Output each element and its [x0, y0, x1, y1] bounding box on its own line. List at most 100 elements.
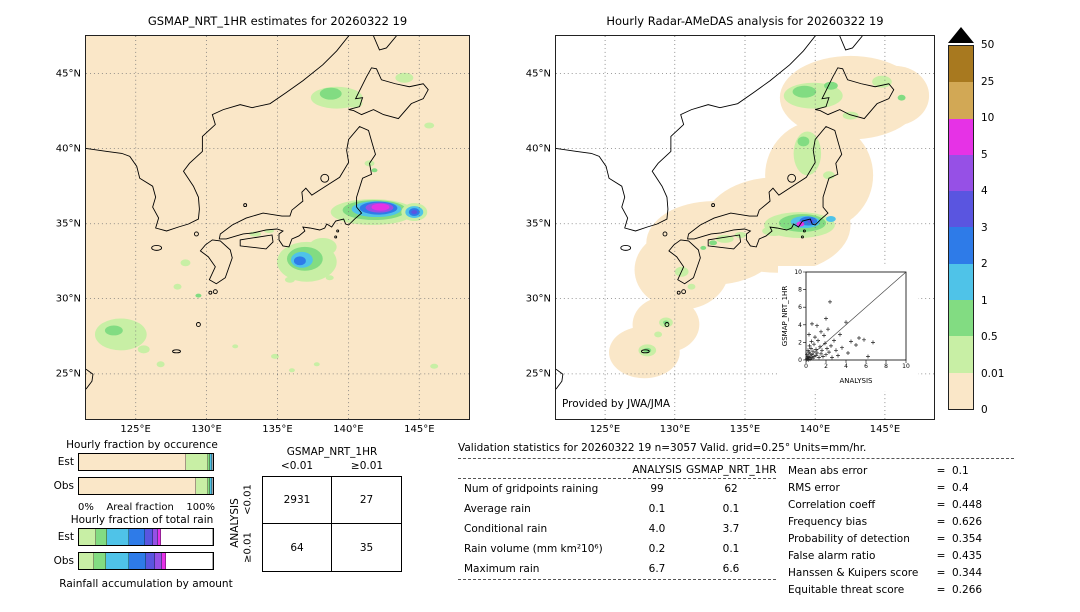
- stacked-bar: [78, 477, 214, 495]
- stats-gsmap-value: 3.7: [722, 523, 740, 535]
- colorbar-value-label: 0: [981, 404, 988, 416]
- lat-tick-label: 45°N: [525, 68, 551, 80]
- colorbar-segment: [949, 263, 973, 301]
- score-value: 0.266: [952, 583, 983, 596]
- coastline: [556, 36, 895, 390]
- stats-title: Validation statistics for 20260322 19 n=…: [458, 442, 1014, 459]
- bar-segment: [79, 454, 187, 470]
- scatter-point: [824, 352, 828, 357]
- scatter-point: [807, 343, 812, 348]
- equals-sign: =: [936, 498, 946, 511]
- colorbar-value-label: 0.5: [981, 331, 998, 343]
- equals-sign: =: [936, 549, 946, 562]
- score-label: Correlation coeff: [788, 498, 876, 511]
- scatter-point: [818, 344, 822, 349]
- contingency-col-labels: <0.01 ≥0.01: [262, 460, 402, 472]
- bar-row-label: Obs: [53, 480, 74, 492]
- score-row: Probability of detection = 0.354: [788, 530, 982, 547]
- colorbar-value-label: 10: [981, 112, 995, 124]
- equals-sign: =: [936, 464, 946, 477]
- score-label: Mean abs error: [788, 464, 868, 477]
- score-value: 0.626: [952, 515, 983, 528]
- bar-segment: [79, 553, 94, 569]
- score-row: RMS error = 0.4: [788, 479, 982, 496]
- scatter-ytick: 6: [798, 304, 802, 311]
- lon-tick-label: 135°E: [729, 424, 761, 435]
- stacked-bar: [78, 453, 214, 471]
- scatter-point: [809, 355, 813, 360]
- colorbar-segment: [949, 154, 973, 192]
- score-label: Probability of detection: [788, 532, 910, 545]
- stats-table-rows: Num of gridpoints raining 99 62 Average rai…: [458, 479, 776, 580]
- scatter-point: [821, 354, 825, 359]
- scatter-inset: 0 2 4 6 8 10 0 2 4 6 8 10 ANALYSIS GSMAP_NRT_1HR: [778, 266, 918, 391]
- colorbar-value-label: 0.01: [981, 367, 1005, 380]
- score-value: 0.435: [952, 549, 983, 562]
- scatter-point: [807, 332, 811, 337]
- stats-gsmap-value: 62: [724, 483, 738, 495]
- equals-sign: =: [936, 532, 946, 545]
- bar-row-label: Est: [57, 456, 74, 468]
- left-map-title: GSMAP_NRT_1HR estimates for 20260322 19: [147, 14, 408, 28]
- scatter-point: [814, 353, 818, 358]
- bar-segment: [96, 529, 108, 545]
- score-row: False alarm ratio = 0.435: [788, 547, 982, 564]
- totalrain-axis-label: Rainfall accumulation by amount: [59, 578, 233, 590]
- scatter-point: [827, 350, 831, 355]
- colorbar-segments: [949, 46, 973, 409]
- radar-map-canvas: [556, 36, 934, 419]
- contingency-cell-hit: 35: [359, 541, 374, 554]
- scatter-point: [828, 299, 832, 304]
- stats-col-gsmap: GSMAP_NRT_1HR: [686, 463, 777, 476]
- scatter-point: [817, 355, 821, 360]
- scatter-xtick-labels: 0 2 4 6 8 10: [804, 363, 910, 370]
- bar-segment: [166, 553, 213, 569]
- lat-tick-label: 25°N: [55, 368, 81, 380]
- gsmap-map-canvas: [86, 36, 469, 419]
- scatter-point: [811, 349, 815, 354]
- stats-analysis-value: 0.1: [648, 503, 666, 515]
- bar-segment: [210, 478, 212, 494]
- scatter-point: [809, 339, 814, 344]
- score-label: Hanssen & Kuipers score: [788, 566, 919, 579]
- radar-analysis-map: 0 2 4 6 8 10 0 2 4 6 8 10 ANALYSIS GSMAP_NRT_1HR P…: [526, 35, 935, 435]
- bar-segment: [107, 529, 129, 545]
- equals-sign: =: [936, 515, 946, 528]
- bar-row-label: Est: [57, 531, 74, 543]
- contingency-col-label: <0.01: [280, 460, 314, 472]
- colorbar-labels: 50 25 10 5 4 3 2 1 0.5 0.01 0: [981, 39, 1023, 416]
- colorbar-segment: [949, 46, 973, 83]
- scatter-point: [820, 348, 824, 353]
- axis-min-label: 0%: [78, 502, 94, 513]
- scatter-point: [812, 342, 816, 347]
- lon-tick-label: 130°E: [659, 424, 691, 435]
- scatter-point: [813, 335, 817, 340]
- lat-tick-label: 25°N: [525, 368, 551, 380]
- lon-tick-label: 145°E: [404, 424, 435, 435]
- scatter-point: [809, 346, 813, 351]
- stats-row-label: Average rain: [464, 503, 531, 515]
- scatter-point: [825, 346, 829, 351]
- stats-table-row: Conditional rain 4.0 3.7: [458, 519, 776, 539]
- colorbar-value-label: 25: [981, 75, 995, 88]
- bar-row: Est: [48, 528, 214, 546]
- lat-tick-label: 40°N: [55, 143, 81, 155]
- bar-segment: [152, 529, 159, 545]
- colorbar-segment: [949, 82, 973, 119]
- scatter-xtick: 4: [844, 363, 848, 370]
- scatter-point: [830, 355, 834, 360]
- colorbar: [948, 45, 974, 410]
- occurrence-chart-title: Hourly fraction by occurence: [66, 439, 218, 451]
- bar-segment: [79, 478, 196, 494]
- stats-table-row: Maximum rain 6.7 6.6: [458, 559, 776, 579]
- contingency-table: 2931 27 64 35: [262, 476, 402, 572]
- one-to-one-line: [805, 271, 907, 361]
- totalrain-chart-title: Hourly fraction of total rain: [70, 514, 214, 526]
- contingency-cell-miss: 64: [263, 524, 332, 571]
- bar-segment: [105, 553, 129, 569]
- stacked-bar: [78, 552, 214, 570]
- scatter-point: [846, 351, 850, 355]
- scatter-point: [849, 339, 853, 344]
- lon-tick-label: 125°E: [589, 424, 621, 435]
- stats-table-header: ANALYSIS GSMAP_NRT_1HR: [458, 461, 777, 479]
